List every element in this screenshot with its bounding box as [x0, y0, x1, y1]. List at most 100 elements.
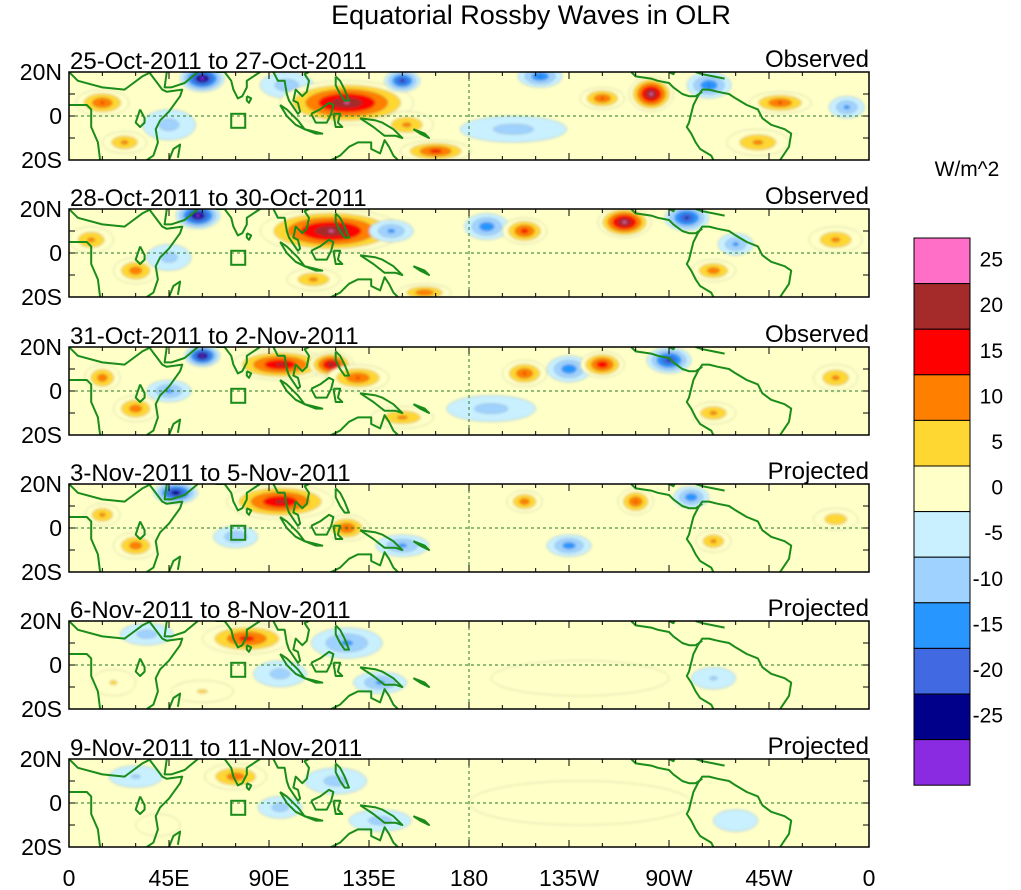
anomaly-blob-7 — [713, 809, 759, 832]
anomaly-blob-10 — [579, 351, 625, 378]
anomaly-blob-11 — [597, 209, 652, 238]
y-tick-label: 0 — [49, 103, 62, 129]
colorbar-label: 10 — [980, 385, 1003, 408]
map-panel-6: 20N 0 20S 9-Nov-2011 to 11-Nov-2011 Projecte… — [20, 733, 870, 860]
anomaly-blob-9 — [617, 488, 654, 515]
coastline-18 — [630, 209, 703, 235]
region-box — [230, 661, 247, 678]
panel-date-range: 9-Nov-2011 to 11-Nov-2011 — [70, 735, 362, 762]
anomaly-contour-3 — [97, 373, 108, 382]
anomaly-blob-14 — [748, 91, 812, 115]
colorbar-swatch — [913, 602, 971, 649]
anomaly-blob-12 — [691, 401, 736, 425]
anomaly-contour-6 — [344, 101, 350, 105]
anomaly-blob-3 — [142, 109, 196, 141]
coastline-14 — [334, 75, 350, 102]
anomaly-blob-3 — [113, 532, 159, 559]
anomaly-blob-7 — [371, 406, 434, 429]
anomaly-blob-8 — [397, 283, 452, 297]
anomaly-blob-4 — [102, 131, 147, 154]
map-panel-5: 20N 0 20S 6-Nov-2011 to 8-Nov-2011 Projected — [20, 595, 870, 722]
region-box — [230, 112, 247, 129]
anomaly-blob-6 — [171, 680, 234, 703]
coastline-9 — [272, 621, 310, 664]
anomaly-blob-13 — [813, 364, 859, 392]
colorbar: W/m^2 25 20 15 10 5 0 -5 -10 -15 -20 -25 — [913, 158, 1003, 786]
anomaly-contour-3 — [685, 493, 698, 502]
coastline-14 — [334, 350, 350, 377]
coastlines — [69, 209, 793, 297]
coastlines — [69, 484, 793, 572]
coastline-14 — [334, 624, 350, 651]
coastline-11 — [304, 677, 324, 684]
colorbar-swatch — [913, 374, 971, 421]
anomaly-contour-4 — [100, 101, 105, 105]
coastline-3 — [146, 72, 184, 160]
coastline-12 — [310, 238, 335, 261]
colorbar-swatch — [913, 647, 971, 695]
coastline-9 — [272, 347, 310, 390]
coastline-15 — [359, 254, 404, 276]
coastline-1 — [69, 241, 102, 297]
coastlines — [69, 621, 793, 709]
coastline-18 — [630, 484, 703, 510]
anomaly-blob-7 — [384, 72, 421, 92]
coastline-2 — [69, 484, 152, 503]
anomaly-contour-3 — [479, 222, 495, 232]
anomaly-contour-4 — [429, 149, 442, 154]
anomaly-contour-3 — [402, 122, 412, 128]
anomaly-blob-13 — [213, 525, 259, 548]
anomaly-contour-3 — [843, 105, 850, 110]
anomaly-blob-8 — [91, 669, 136, 696]
panel-kind-label: Projected — [768, 458, 869, 485]
anomaly-blob-1 — [84, 503, 121, 526]
anomaly-blob-3 — [113, 257, 159, 284]
coastline-20 — [695, 72, 725, 80]
colorbar-swatch — [913, 283, 971, 330]
coastline-8 — [245, 782, 253, 791]
x-tick-label: 45W — [745, 865, 793, 890]
anomaly-contour-2 — [824, 513, 847, 525]
anomaly-contour-6 — [199, 76, 205, 81]
anomaly-blob-2 — [257, 796, 303, 819]
coastline-5 — [168, 418, 182, 435]
anomaly-blob-4 — [253, 660, 307, 688]
coastline-4 — [134, 383, 146, 403]
coastline-8 — [245, 644, 253, 653]
y-tick-label: 20S — [21, 147, 62, 173]
colorbar-label: 25 — [980, 249, 1003, 272]
coastline-1 — [69, 653, 102, 709]
coastline-21 — [697, 500, 793, 572]
panel-ticks — [68, 620, 870, 710]
coastline-15 — [359, 666, 404, 688]
coastline-6 — [163, 72, 199, 89]
anomaly-blob-17 — [459, 115, 567, 143]
coastline-9 — [272, 72, 310, 115]
anomaly-blob-14 — [691, 259, 736, 282]
anomaly-contour-5 — [275, 499, 286, 504]
coastline-8 — [245, 507, 253, 516]
anomaly-blob-9 — [491, 660, 670, 697]
anomaly-blob-1 — [204, 763, 267, 790]
panel-date-range: 31-Oct-2011 to 2-Nov-2011 — [70, 323, 359, 350]
region-box — [230, 249, 247, 266]
anomaly-contour-3 — [129, 266, 143, 275]
coastline-1 — [69, 516, 102, 572]
coastline-16 — [328, 414, 399, 435]
coastline-12 — [310, 788, 335, 811]
colorbar-label: 5 — [991, 431, 1003, 454]
coastline-14 — [334, 487, 350, 514]
anomaly-blob-8 — [546, 534, 592, 557]
anomaly-contour-2 — [271, 803, 289, 812]
x-tick-label: 180 — [450, 865, 488, 890]
coastline-21 — [697, 637, 793, 709]
anomaly-contour-3 — [710, 539, 717, 544]
anomaly-contour-4 — [777, 101, 783, 105]
coastline-5 — [168, 555, 182, 572]
anomaly-contour-3 — [87, 237, 96, 243]
anomaly-blob-2 — [175, 209, 221, 229]
coastline-5 — [168, 692, 182, 709]
coastline-13 — [332, 661, 344, 677]
panel-kind-label: Observed — [765, 46, 869, 73]
coastline-16 — [328, 276, 399, 297]
